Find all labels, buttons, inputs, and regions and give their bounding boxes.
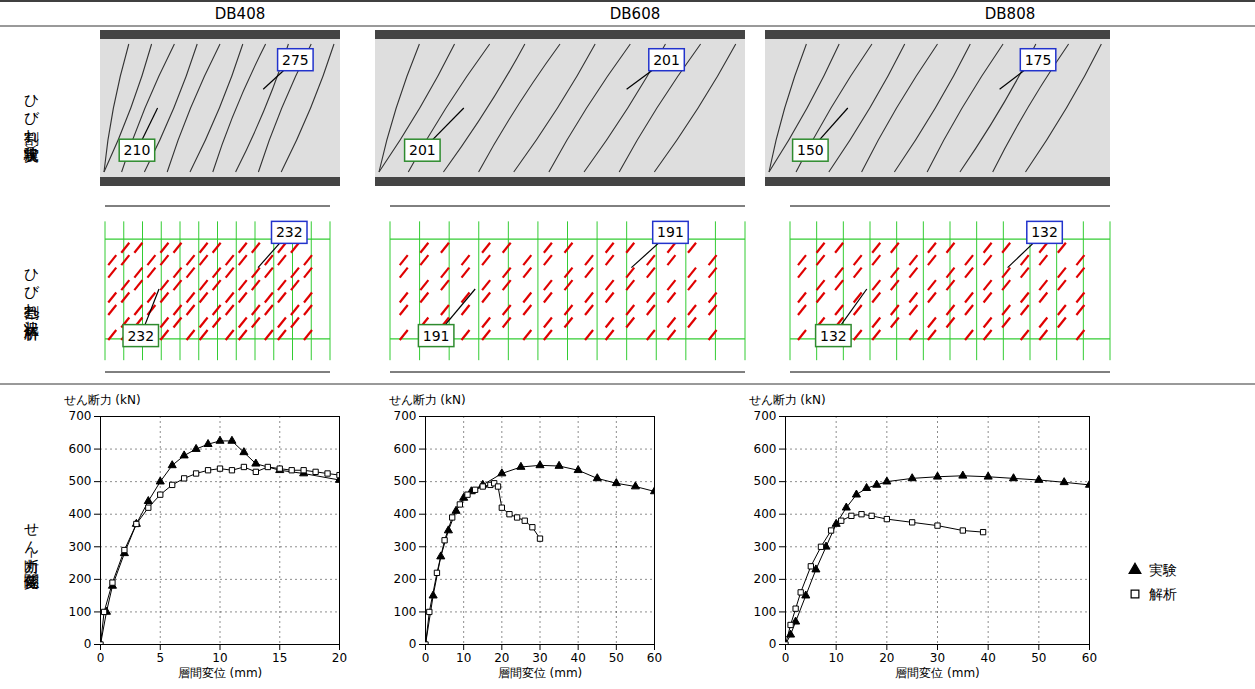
svg-text:5: 5 [156, 651, 164, 665]
svg-text:232: 232 [127, 328, 154, 344]
svg-text:132: 132 [1031, 224, 1058, 240]
svg-text:500: 500 [754, 474, 777, 488]
svg-text:60: 60 [647, 651, 662, 665]
svg-text:せん断力 (kN): せん断力 (kN) [389, 393, 466, 407]
svg-text:DB808: DB808 [985, 5, 1035, 23]
svg-text:700: 700 [69, 409, 92, 423]
svg-text:層間変位 (mm): 層間変位 (mm) [178, 666, 263, 680]
svg-text:30: 30 [930, 651, 945, 665]
svg-text:ひび割れ状況(解析): ひび割れ状況(解析) [23, 258, 41, 342]
svg-text:0: 0 [84, 637, 92, 651]
svg-text:60: 60 [1082, 651, 1097, 665]
svg-text:232: 232 [276, 224, 303, 240]
svg-text:300: 300 [394, 540, 417, 554]
svg-text:700: 700 [754, 409, 777, 423]
svg-text:400: 400 [394, 507, 417, 521]
svg-text:0: 0 [409, 637, 417, 651]
svg-text:DB408: DB408 [215, 5, 265, 23]
svg-text:300: 300 [754, 540, 777, 554]
svg-text:40: 40 [571, 651, 586, 665]
svg-text:200: 200 [69, 572, 92, 586]
svg-text:600: 600 [394, 442, 417, 456]
svg-text:275: 275 [282, 52, 309, 68]
svg-text:解析: 解析 [1149, 586, 1177, 602]
svg-text:100: 100 [394, 605, 417, 619]
svg-text:ひび割れ状況（実験）: ひび割れ状況（実験） [23, 84, 41, 163]
svg-text:50: 50 [609, 651, 624, 665]
svg-text:500: 500 [394, 474, 417, 488]
svg-text:100: 100 [69, 605, 92, 619]
svg-text:0: 0 [97, 651, 105, 665]
svg-text:せん断力 (kN): せん断力 (kN) [749, 393, 826, 407]
svg-text:400: 400 [754, 507, 777, 521]
svg-text:600: 600 [69, 442, 92, 456]
svg-text:191: 191 [423, 328, 450, 344]
svg-text:201: 201 [653, 52, 680, 68]
svg-text:0: 0 [769, 637, 777, 651]
svg-text:20: 20 [494, 651, 509, 665]
svg-text:200: 200 [394, 572, 417, 586]
svg-text:0: 0 [782, 651, 790, 665]
svg-text:132: 132 [820, 328, 847, 344]
svg-text:15: 15 [272, 651, 287, 665]
svg-text:100: 100 [754, 605, 777, 619]
svg-text:40: 40 [981, 651, 996, 665]
svg-text:実験: 実験 [1149, 562, 1177, 578]
svg-text:201: 201 [409, 142, 436, 158]
svg-text:10: 10 [212, 651, 227, 665]
svg-text:400: 400 [69, 507, 92, 521]
svg-text:層間変位 (mm): 層間変位 (mm) [498, 666, 583, 680]
svg-text:191: 191 [657, 224, 684, 240]
svg-text:200: 200 [754, 572, 777, 586]
svg-text:10: 10 [829, 651, 844, 665]
svg-text:700: 700 [394, 409, 417, 423]
svg-text:150: 150 [797, 142, 824, 158]
svg-text:210: 210 [124, 142, 151, 158]
svg-text:層間変位 (mm): 層間変位 (mm) [895, 666, 980, 680]
svg-text:50: 50 [1031, 651, 1046, 665]
svg-text:500: 500 [69, 474, 92, 488]
svg-text:DB608: DB608 [610, 5, 660, 23]
svg-text:300: 300 [69, 540, 92, 554]
svg-text:せん断力 (kN): せん断力 (kN) [64, 393, 141, 407]
svg-text:175: 175 [1025, 52, 1052, 68]
svg-text:0: 0 [422, 651, 430, 665]
svg-text:10: 10 [456, 651, 471, 665]
svg-text:20: 20 [879, 651, 894, 665]
svg-text:せん断力－変位関係: せん断力－変位関係 [23, 513, 41, 590]
svg-text:30: 30 [532, 651, 547, 665]
svg-text:600: 600 [754, 442, 777, 456]
svg-text:20: 20 [332, 651, 347, 665]
